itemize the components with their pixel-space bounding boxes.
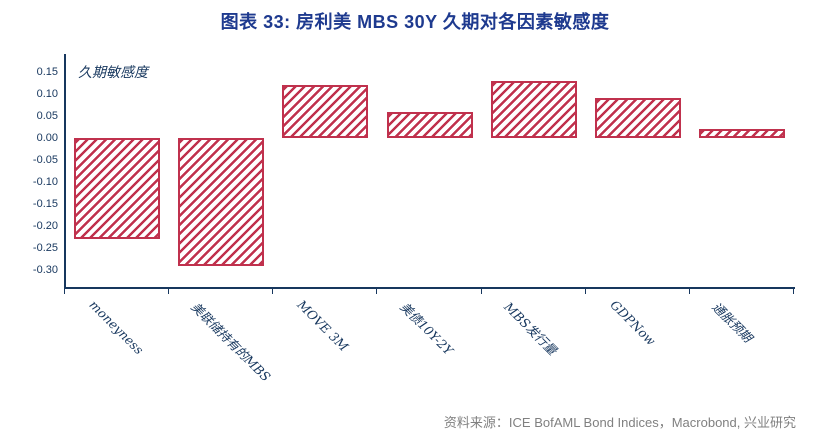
y-tick-label: -0.30 bbox=[32, 264, 58, 276]
bar-0 bbox=[74, 138, 161, 240]
y-axis-line bbox=[64, 54, 66, 289]
bar-4 bbox=[490, 80, 577, 138]
bar-6 bbox=[698, 129, 785, 138]
y-tick-label: 0.10 bbox=[36, 88, 58, 100]
source-note: 资料来源：ICE BofAML Bond Indices，Macrobond, … bbox=[443, 415, 796, 430]
y-tick-label: -0.15 bbox=[32, 198, 58, 210]
y-tick-label: -0.25 bbox=[32, 242, 58, 254]
y-tick-label: -0.10 bbox=[32, 176, 58, 188]
x-category-label: MBS发行量 bbox=[500, 299, 560, 358]
x-axis-tick bbox=[688, 289, 690, 294]
y-tick-label: 0.00 bbox=[36, 132, 58, 144]
x-category-label: MOVE 3M bbox=[294, 297, 352, 355]
bar-2 bbox=[282, 85, 369, 138]
y-tick-label: -0.20 bbox=[32, 220, 58, 232]
x-axis-tick bbox=[480, 289, 482, 294]
x-category-label: GDPNow bbox=[607, 297, 659, 349]
y-tick-label: -0.05 bbox=[32, 154, 58, 166]
bar-5 bbox=[594, 98, 681, 138]
x-axis-tick bbox=[64, 289, 65, 294]
x-category-label: 美债10Y-2Y bbox=[396, 299, 456, 358]
y-tick-label: 0.15 bbox=[36, 66, 58, 78]
x-category-label: 美联储持有的MBS bbox=[188, 299, 274, 385]
bar-3 bbox=[386, 111, 473, 138]
x-axis-line bbox=[64, 287, 795, 289]
bar-1 bbox=[178, 138, 265, 266]
chart-title: 图表 33: 房利美 MBS 30Y 久期对各因素敏感度 bbox=[220, 12, 610, 32]
x-axis-tick bbox=[272, 289, 274, 294]
x-axis-tick bbox=[168, 289, 170, 294]
x-axis-tick bbox=[793, 289, 794, 294]
y-axis-title: 久期敏感度 bbox=[78, 65, 148, 81]
x-axis-tick bbox=[376, 289, 378, 294]
x-axis-tick bbox=[584, 289, 586, 294]
x-category-label: moneyness bbox=[86, 297, 147, 358]
x-category-label: 通胀预期 bbox=[709, 299, 756, 346]
y-tick-label: 0.05 bbox=[36, 110, 58, 122]
